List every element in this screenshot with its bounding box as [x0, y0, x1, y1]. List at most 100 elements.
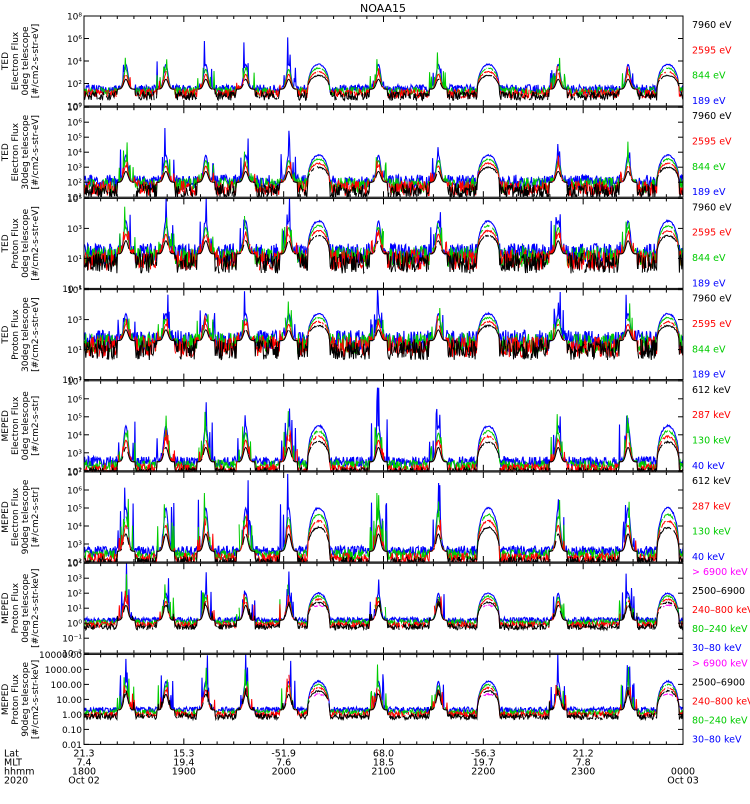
legend-entry: > 6900 keV	[692, 658, 748, 669]
legend-entry: 7960 eV	[692, 294, 732, 305]
x-tick-label: 2300	[571, 766, 595, 777]
y-axis-label: Proton Flux	[11, 217, 21, 268]
y-axis-label: TED	[1, 234, 11, 253]
x-tick-label: 7.4	[76, 757, 91, 768]
legend-entry: 2500–6900	[692, 677, 745, 688]
y-axis-label: Electron Flux	[11, 487, 21, 546]
y-axis-label: 0deg telescope	[21, 208, 31, 278]
y-tick-label: 10¹	[67, 255, 82, 265]
y-tick-label: 10²	[67, 80, 82, 90]
y-axis-label: Proton Flux	[11, 673, 21, 724]
legend-entry: 40 keV	[692, 552, 725, 563]
legend-entry: 612 keV	[692, 476, 731, 487]
y-tick-label: 10²	[67, 179, 82, 189]
y-tick-label: 10⁷	[67, 377, 82, 387]
y-tick-label: 10⁴	[67, 58, 82, 68]
y-axis-label: 30deg telescope	[21, 297, 31, 372]
y-axis-label: [#/cm2-s-str]	[31, 396, 41, 456]
y-tick-label: 10²	[67, 559, 82, 569]
y-tick-label: 10³	[67, 575, 82, 585]
y-axis-label: 0deg telescope	[21, 26, 31, 96]
y-axis-label: TED	[1, 52, 11, 71]
legend-entry: 130 keV	[692, 527, 731, 538]
y-tick-label: 100.00	[51, 681, 83, 691]
y-tick-label: 10³	[67, 541, 82, 551]
y-tick-label: 10⁷	[67, 104, 82, 114]
legend-entry: > 6900 keV	[692, 567, 748, 578]
y-axis-label: [#/cm2-s-str-eV]	[31, 115, 41, 190]
legend-entry: 844 eV	[692, 71, 726, 82]
legend-entry: 844 eV	[692, 162, 726, 173]
y-tick-label: 10⁴	[67, 560, 82, 570]
legend-entry: 189 eV	[692, 187, 726, 198]
y-axis-label: 90deg telescope	[21, 479, 31, 554]
y-tick-label: 10³	[67, 225, 82, 235]
panel-meped-proton-0deg: 10⁻² 10⁻¹ 10⁰ 10¹ 10² 10³ 10⁴ MEPED Proton Flux 0…	[1, 560, 750, 660]
x-tick-label: -51.9	[271, 748, 296, 759]
legend-entry: 287 keV	[692, 410, 731, 421]
panel-meped-proton-90deg: 0.01 0.10 1.00 10.00 100.00 1000.00 10000.00 ME…	[1, 651, 750, 751]
y-tick-label: 10.00	[56, 696, 82, 706]
x-tick-label: 68.0	[373, 748, 394, 759]
x-row-label: MLT	[4, 757, 22, 768]
series-ted-electron-30deg-0	[84, 166, 683, 199]
y-axis-label: [#/cm2-s-str-eV]	[31, 24, 41, 99]
panel-ted-proton-0deg: 10⁻¹ 10¹ 10³ 10⁵ TED Proton Flux 0deg telescop…	[1, 195, 732, 295]
y-axis-label: [#/cm2-s-str]	[31, 487, 41, 547]
y-tick-label: 0.01	[62, 741, 82, 751]
panel-meped-electron-0deg: 10² 10³ 10⁴ 10⁵ 10⁶ 10⁷ MEPED Electron Flux 0deg…	[1, 377, 731, 477]
y-tick-label: 10⁶	[67, 487, 82, 497]
x-tick-label: 1900	[172, 766, 196, 777]
y-tick-label: 10³	[67, 449, 82, 459]
legend-entry: 189 eV	[692, 96, 726, 107]
y-tick-label: 10⁶	[67, 119, 82, 129]
y-tick-label: 10⁰	[67, 620, 82, 630]
legend-entry: 2500–6900	[692, 586, 745, 597]
x-tick-label: 21.3	[73, 748, 94, 759]
x-tick-label: Oct 02	[68, 775, 100, 786]
x-tick-label: -56.3	[471, 748, 496, 759]
legend-entry: 30–80 keV	[692, 643, 742, 654]
legend-entry: 30–80 keV	[692, 734, 742, 745]
legend-entry: 189 eV	[692, 370, 726, 381]
y-tick-label: 10⁵	[67, 505, 82, 515]
legend-entry: 287 keV	[692, 501, 731, 512]
legend-entry: 7960 eV	[692, 111, 732, 122]
x-tick-label: 7.8	[576, 757, 591, 768]
y-axis-label: Proton Flux	[11, 309, 21, 360]
legend-entry: 80–240 keV	[692, 715, 748, 726]
series-ted-proton-30deg-3	[83, 289, 684, 353]
legend-entry: 240–800 keV	[692, 605, 750, 616]
y-tick-label: 10⁴	[67, 523, 82, 533]
x-tick-label: 21.2	[573, 748, 594, 759]
y-tick-label: 10⁶	[67, 35, 82, 45]
legend-entry: 2595 eV	[692, 45, 732, 56]
y-axis-label: TED	[1, 325, 11, 344]
y-axis-label: Electron Flux	[11, 396, 21, 455]
panel-ted-electron-0deg: 10⁰ 10² 10⁴ 10⁶ 10⁸ TED Electron Flux 0deg tele…	[1, 13, 732, 113]
x-tick-label: 2000	[272, 766, 296, 777]
y-tick-label: 10⁵	[67, 134, 82, 144]
legend-entry: 2595 eV	[692, 319, 732, 330]
panel-meped-electron-90deg: 10² 10³ 10⁴ 10⁵ 10⁶ 10⁷ MEPED Electron Flux 90de…	[1, 469, 731, 569]
y-axis-label: Electron Flux	[11, 31, 21, 90]
y-axis-label: Electron Flux	[11, 122, 21, 181]
y-axis-label: MEPED	[1, 501, 11, 533]
y-tick-label: 10⁵	[67, 413, 82, 423]
y-tick-label: 10⁴	[67, 149, 82, 159]
x-tick-label: 0000	[671, 766, 695, 777]
y-axis-label: [#/cm2-s-str-keV]	[31, 660, 41, 739]
legend-entry: 7960 eV	[692, 20, 732, 31]
legend-entry: 40 keV	[692, 461, 725, 472]
legend-entry: 130 keV	[692, 435, 731, 446]
y-tick-label: 10⁷	[67, 469, 82, 479]
x-tick-label: 18.5	[373, 757, 394, 768]
series-ted-electron-0deg-3	[83, 37, 684, 95]
x-tick-label: 15.3	[173, 748, 194, 759]
x-row-label: 2020	[4, 775, 28, 786]
y-axis-label: [#/cm2-s-str-eV]	[31, 206, 41, 281]
y-axis-label: Proton Flux	[11, 582, 21, 633]
x-tick-label: 19.7	[473, 757, 494, 768]
y-tick-label: 10³	[67, 164, 82, 174]
